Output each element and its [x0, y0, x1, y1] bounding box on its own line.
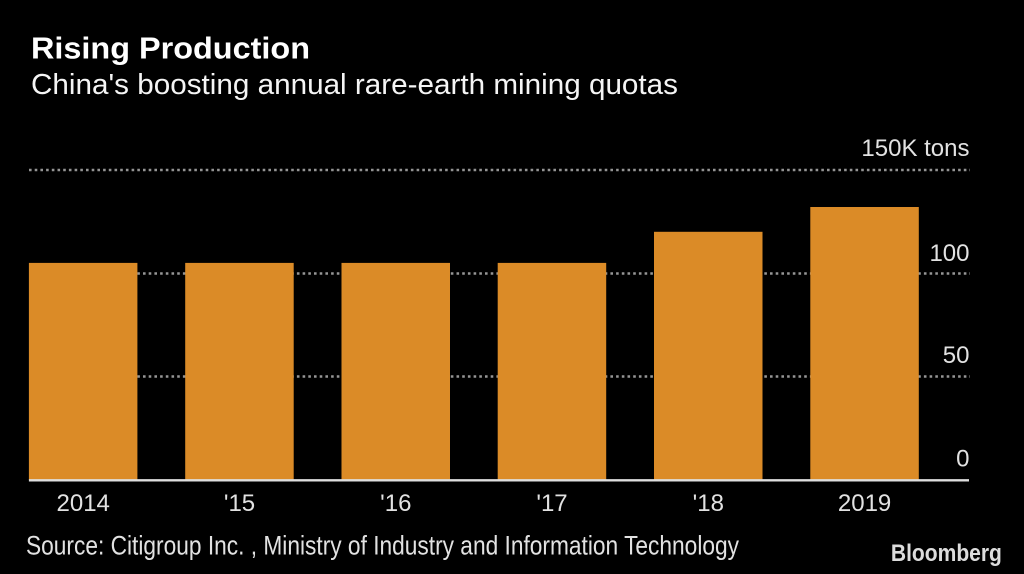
svg-text:2019: 2019	[838, 490, 891, 517]
svg-text:Rising Production: Rising Production	[31, 31, 310, 66]
svg-text:'18: '18	[693, 490, 724, 517]
svg-text:'17: '17	[536, 490, 567, 517]
svg-text:'16: '16	[380, 490, 411, 517]
svg-text:2014: 2014	[57, 490, 110, 517]
svg-text:China's boosting annual rare-e: China's boosting annual rare-earth minin…	[31, 69, 678, 101]
svg-text:Source: Citigroup Inc. , Minis: Source: Citigroup Inc. , Ministry of Ind…	[26, 531, 739, 561]
svg-text:0: 0	[956, 446, 969, 473]
svg-text:150K tons: 150K tons	[861, 135, 969, 162]
svg-text:'15: '15	[224, 490, 255, 517]
svg-text:50: 50	[943, 342, 970, 369]
svg-text:100: 100	[929, 240, 969, 267]
svg-text:Bloomberg: Bloomberg	[891, 540, 1002, 567]
